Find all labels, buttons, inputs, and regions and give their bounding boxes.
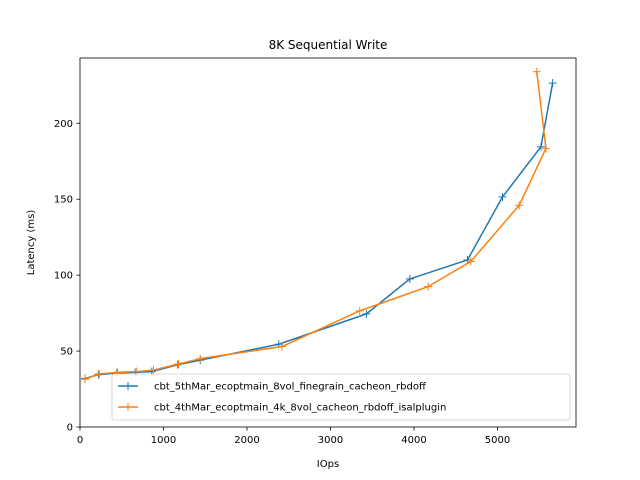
data-point (278, 342, 287, 351)
x-tick-label: 4000 (401, 435, 426, 446)
plot-area (81, 67, 557, 384)
legend: cbt_5thMar_ecoptmain_8vol_finegrain_cach… (111, 373, 571, 421)
y-tick-label: 150 (54, 195, 73, 206)
y-tick-label: 50 (60, 347, 73, 358)
x-tick-label: 3000 (318, 435, 343, 446)
x-tick-label: 2000 (234, 435, 259, 446)
data-point (196, 354, 205, 363)
legend-box (111, 373, 571, 421)
legend-entry: cbt_4thMar_ecoptmain_4k_8vol_cacheon_rbd… (118, 403, 446, 414)
legend-entry: cbt_5thMar_ecoptmain_8vol_finegrain_cach… (118, 382, 427, 393)
data-point (149, 366, 158, 375)
series-line-1 (84, 82, 554, 380)
data-point (362, 309, 371, 318)
x-tick-label: 1000 (151, 435, 176, 446)
data-point (498, 192, 507, 201)
data-point (532, 67, 541, 76)
data-point (81, 375, 90, 384)
data-point (541, 144, 550, 153)
data-point (515, 201, 524, 210)
y-tick-label: 200 (54, 119, 73, 130)
series-line-2 (84, 71, 547, 380)
tick-layer: 0 1000 2000 3000 4000 5000 0 50 100 150 200 (54, 119, 510, 446)
data-point (536, 142, 545, 151)
legend-label: cbt_4thMar_ecoptmain_4k_8vol_cacheon_rbd… (154, 403, 446, 414)
axes-frame (79, 57, 577, 428)
x-tick-label: 0 (77, 435, 83, 446)
y-tick-label: 100 (54, 271, 73, 282)
x-axis-label: IOps (317, 459, 339, 470)
data-point (174, 359, 183, 368)
x-tick-label: 5000 (485, 435, 510, 446)
legend-label: cbt_5thMar_ecoptmain_8vol_finegrain_cach… (154, 382, 427, 393)
data-point (95, 369, 104, 378)
chart-title: 8K Sequential Write (269, 38, 388, 52)
data-point (424, 282, 433, 291)
data-point (466, 257, 475, 266)
y-axis-label: Latency (ms) (26, 210, 37, 276)
data-point (548, 79, 557, 88)
data-point (355, 306, 364, 315)
data-point (405, 274, 414, 283)
y-tick-label: 0 (67, 423, 73, 434)
